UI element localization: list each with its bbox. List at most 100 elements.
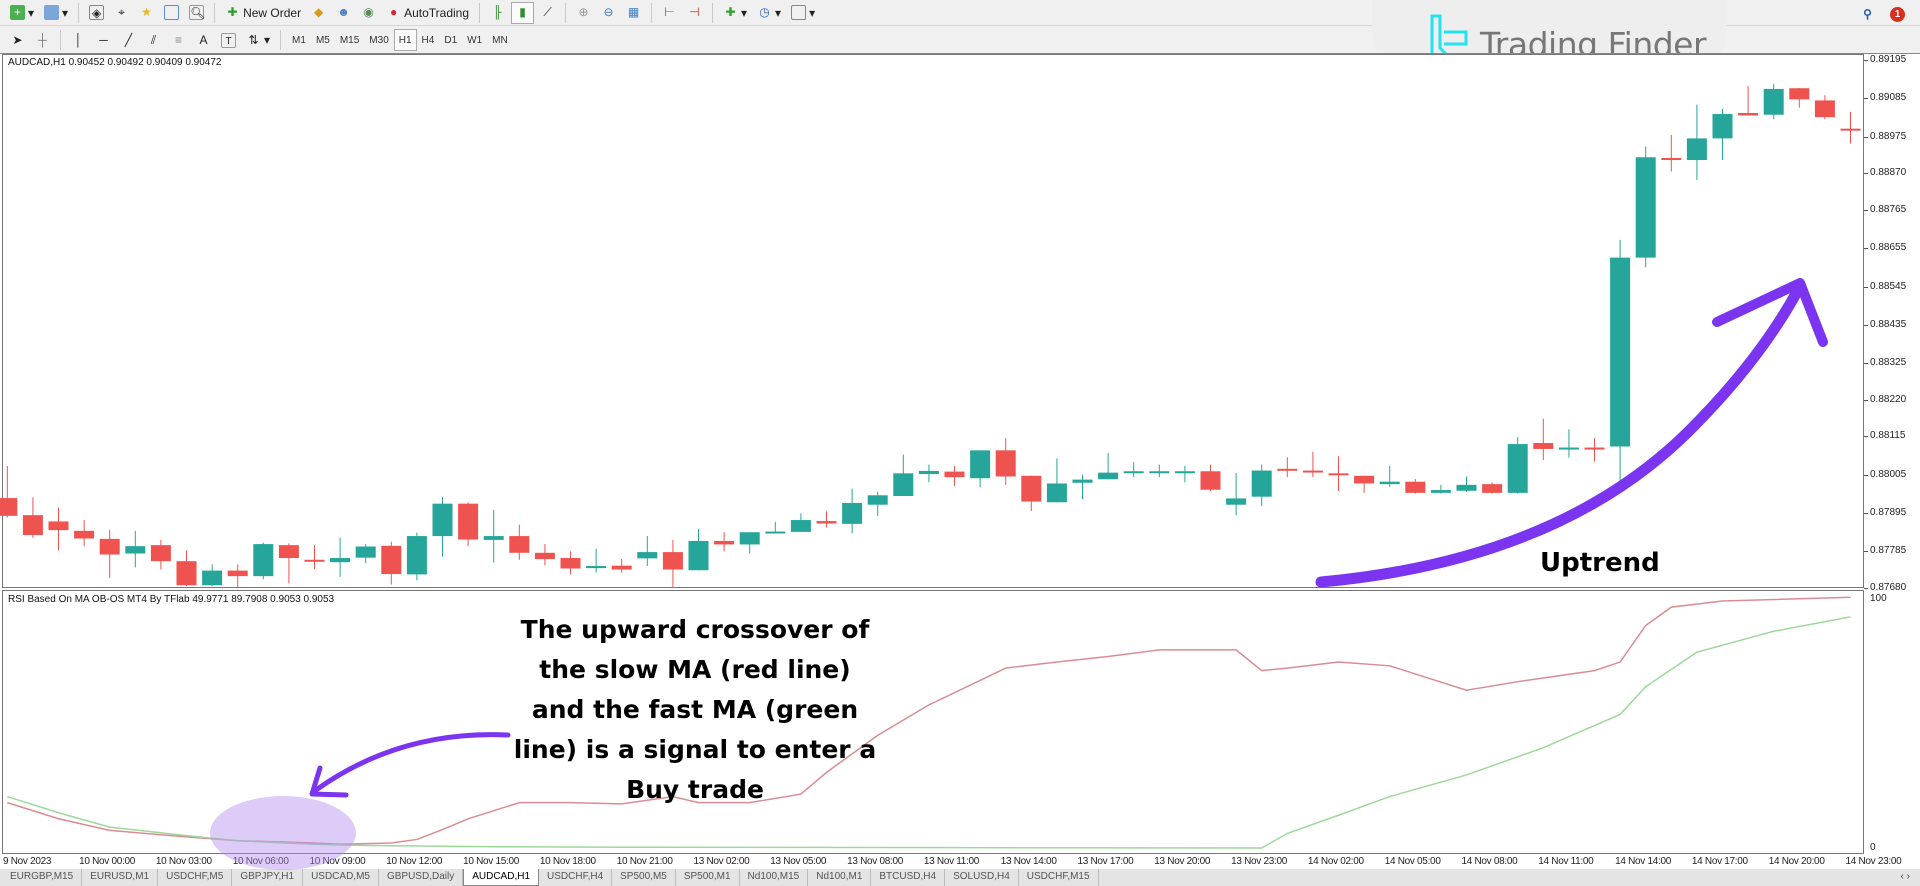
trendline-tool[interactable]: ╱: [117, 29, 140, 51]
zoom-in-button[interactable]: ⊕: [572, 2, 595, 24]
arrows-icon: ⇅: [248, 32, 259, 47]
candle-body: [355, 546, 376, 558]
search-button[interactable]: ⚲: [1856, 3, 1879, 25]
tab-eurusd-m1[interactable]: EURUSD,M1: [82, 869, 159, 886]
candle: [970, 450, 991, 488]
price-tick: [1864, 399, 1868, 401]
candle-body: [1686, 138, 1707, 161]
market-watch-button[interactable]: ◈: [85, 2, 108, 24]
signals-button[interactable]: ◉: [357, 2, 380, 24]
autotrading-button[interactable]: ● AutoTrading: [382, 2, 473, 24]
tab-sp500-m5[interactable]: SP500,M5: [612, 869, 676, 886]
candle-body: [637, 552, 658, 559]
timeframe-m30[interactable]: M30: [369, 34, 389, 46]
candle-body: [48, 521, 69, 531]
text-label-icon: T: [221, 32, 236, 48]
tab-gbpusd-daily[interactable]: GBPUSD,Daily: [379, 869, 464, 886]
crosshair-tool[interactable]: ┼: [31, 29, 54, 51]
horizontal-line-tool[interactable]: ─: [92, 29, 115, 51]
divider: [78, 2, 80, 23]
metaeditor-button[interactable]: ◆: [307, 2, 330, 24]
price-tick-label: 0.88655: [1870, 242, 1907, 254]
candle-body: [74, 530, 95, 539]
candle-body: [330, 558, 351, 563]
candle-body: [125, 546, 146, 554]
tab-gbpjpy-h1[interactable]: GBPJPY,H1: [232, 869, 304, 886]
chart-window[interactable]: AUDCAD,H1 0.90452 0.90492 0.90409 0.9047…: [0, 53, 1920, 869]
time-tick-label: 13 Nov 17:00: [1077, 856, 1134, 867]
candle: [944, 466, 965, 486]
tab-nd100-m1[interactable]: Nd100,M1: [808, 869, 872, 886]
arrows-tool[interactable]: ⇅ ▾: [242, 29, 274, 51]
text-tool[interactable]: A: [192, 29, 215, 51]
divider: [280, 30, 282, 50]
price-tick-label: 0.89195: [1870, 54, 1907, 65]
tab-eurgbp-m15[interactable]: EURGBP,M15: [2, 869, 83, 886]
tab-solusd-h4[interactable]: SOLUSD,H4: [945, 869, 1019, 886]
magnifier-doc-icon: 🔍︎: [189, 5, 206, 20]
template-icon: [791, 5, 807, 20]
tab-scroll-arrows[interactable]: ‹ ›: [1900, 871, 1910, 882]
tab-usdcad-m5[interactable]: USDCAD,M5: [303, 869, 379, 886]
timeframe-d1[interactable]: D1: [444, 34, 458, 46]
timeframe-mn[interactable]: MN: [492, 34, 508, 46]
candle-body: [1635, 157, 1656, 258]
candle: [1302, 451, 1323, 478]
time-tick-label: 13 Nov 08:00: [847, 856, 903, 867]
profiles-button[interactable]: ▾: [40, 2, 72, 24]
templates-button[interactable]: ▾: [787, 2, 819, 24]
tab-audcad-h1[interactable]: AUDCAD,H1: [463, 869, 540, 886]
vertical-line-tool[interactable]: │: [67, 29, 90, 51]
candle: [893, 454, 914, 496]
chart-shift-button[interactable]: ⊢: [658, 2, 681, 24]
notifications-button[interactable]: 1: [1886, 3, 1909, 25]
terminal-button[interactable]: [160, 2, 183, 24]
line-chart-button[interactable]: ⟋: [536, 2, 559, 24]
candle-body: [842, 502, 863, 524]
new-order-button[interactable]: ✚ New Order: [221, 2, 305, 24]
time-tick-label: 10 Nov 15:00: [463, 856, 519, 867]
timeframe-m5[interactable]: M5: [315, 34, 330, 46]
new-chart-button[interactable]: + ▾: [6, 2, 38, 24]
cursor-tool[interactable]: ➤: [6, 29, 29, 51]
zoom-out-button[interactable]: ⊖: [597, 2, 620, 24]
candle: [22, 497, 43, 538]
indicator-panel-border: [2, 590, 1864, 854]
text-label-tool[interactable]: T: [217, 29, 240, 51]
data-window-button[interactable]: ⌖: [110, 2, 133, 24]
tab-nd100-m15[interactable]: Nd100,M15: [740, 869, 809, 886]
tab-usdchf-m15[interactable]: USDCHF,M15: [1019, 869, 1099, 886]
candle: [1507, 437, 1528, 494]
community-button[interactable]: ☻: [332, 2, 355, 24]
timeframe-h4[interactable]: H4: [421, 34, 435, 46]
fibonacci-tool[interactable]: ≡: [167, 29, 190, 51]
tab-usdchf-m5[interactable]: USDCHF,M5: [158, 869, 233, 886]
autoscroll-button[interactable]: ⊣: [683, 2, 706, 24]
timeframe-m15[interactable]: M15: [339, 34, 360, 46]
timeframe-h1[interactable]: H1: [393, 29, 417, 51]
candle: [150, 539, 171, 570]
candlestick-button[interactable]: ▮: [511, 1, 535, 24]
tab-sp500-m1[interactable]: SP500,M1: [676, 869, 740, 886]
tab-btcusd-h4[interactable]: BTCUSD,H4: [871, 869, 946, 886]
channel-tool[interactable]: ⫽: [142, 29, 165, 51]
cursor-icon: ➤: [12, 32, 23, 47]
candle: [227, 564, 248, 588]
timeframe-m1[interactable]: M1: [292, 34, 306, 46]
strategy-tester-button[interactable]: 🔍︎: [185, 2, 208, 24]
navigator-button[interactable]: ★: [135, 2, 158, 24]
tile-windows-button[interactable]: ▦: [622, 2, 645, 24]
candle-body: [765, 531, 786, 534]
timeframe-w1[interactable]: W1: [467, 34, 483, 46]
candle-body: [1405, 481, 1426, 493]
time-tick-label: 10 Nov 06:00: [232, 856, 289, 867]
candle-body: [560, 558, 581, 569]
price-chart[interactable]: [0, 54, 1864, 588]
bar-chart-button[interactable]: ╟: [486, 2, 509, 24]
price-tick: [1864, 551, 1868, 553]
tab-usdchf-h4[interactable]: USDCHF,H4: [539, 869, 613, 886]
periods-button[interactable]: ◷ ▾: [753, 2, 785, 24]
indicator-chart[interactable]: [0, 591, 1864, 854]
candle: [1814, 95, 1835, 120]
indicators-button[interactable]: ✚ ▾: [719, 2, 751, 24]
